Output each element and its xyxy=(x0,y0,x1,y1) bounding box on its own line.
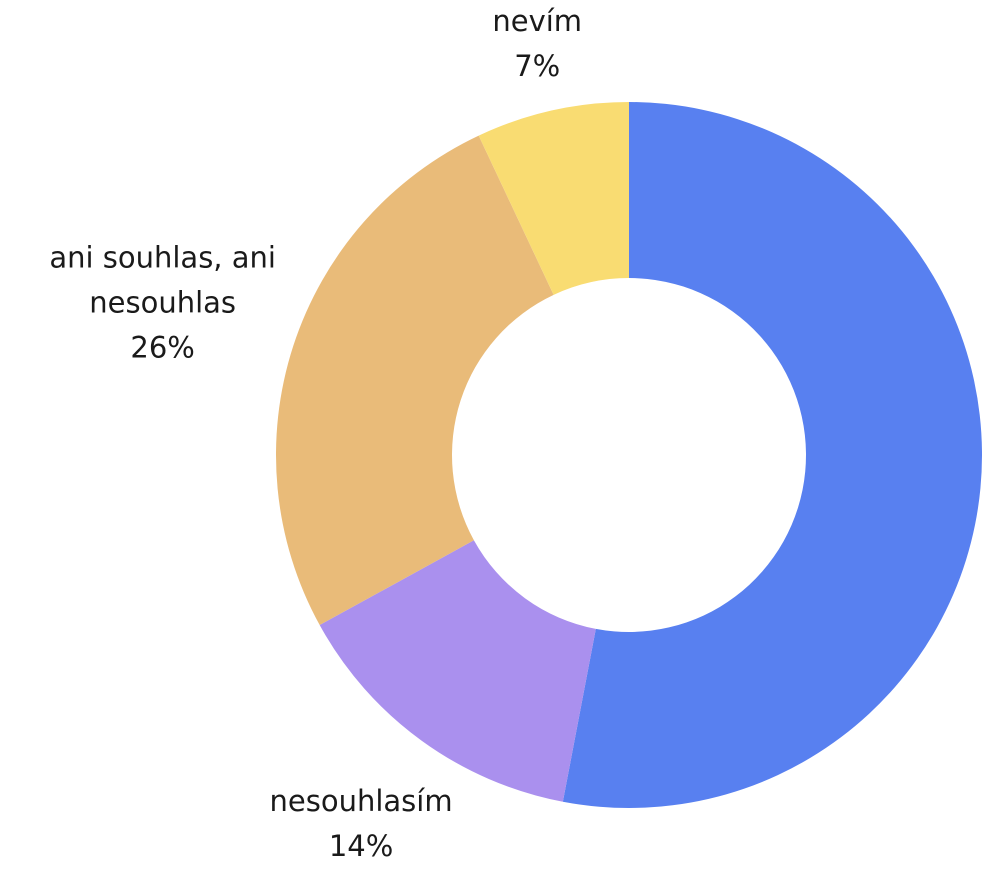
donut-segment xyxy=(319,540,596,802)
value-label: 14% xyxy=(328,828,394,863)
slice-label: nesouhlasím 14% xyxy=(211,779,511,869)
value-label: 26% xyxy=(130,330,195,365)
donut-segment xyxy=(478,102,629,295)
category-label: nesouhlasím xyxy=(269,783,453,818)
donut-segment xyxy=(562,102,982,808)
value-label: 7% xyxy=(514,49,561,84)
category-label: nevím xyxy=(492,4,583,39)
category-label: ani souhlas, ani nesouhlas xyxy=(49,240,276,320)
donut-segment xyxy=(275,135,554,626)
slice-label: ani souhlas, ani nesouhlas 26% xyxy=(13,236,313,371)
slice-label: nevím 7% xyxy=(387,0,687,89)
